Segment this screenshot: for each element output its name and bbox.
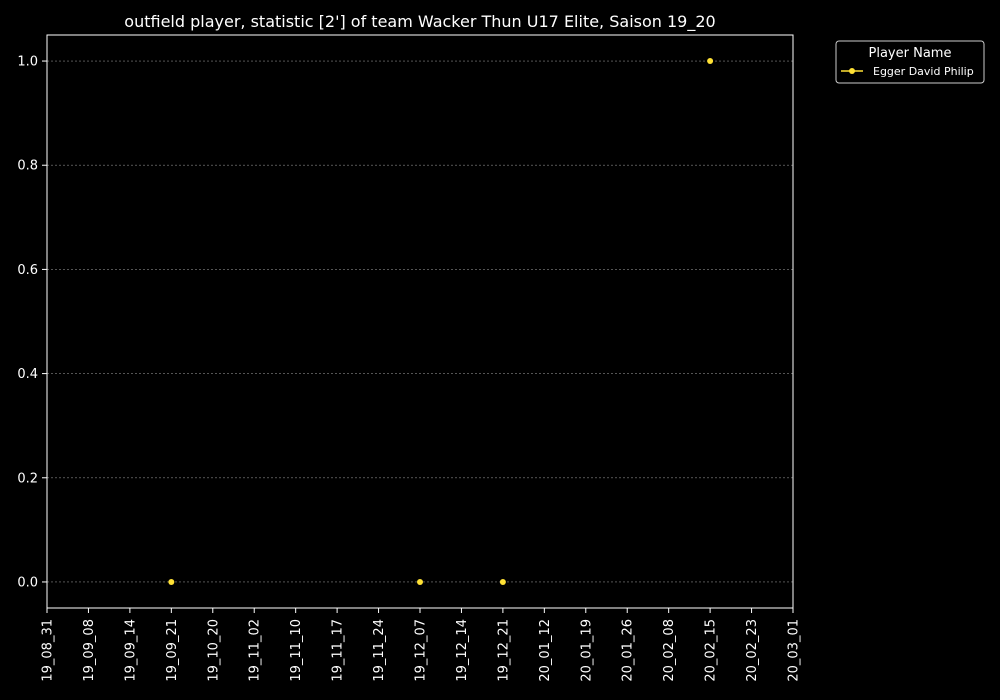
x-tick-label: 19_09_21 [165,619,180,682]
legend-marker [849,68,855,74]
y-tick-label: 0.8 [17,159,38,174]
x-tick-label: 19_09_14 [123,619,138,682]
plot-frame [46,34,794,609]
x-tick-label: 19_09_08 [82,619,97,682]
x-tick-label: 19_11_24 [372,619,387,682]
data-point [707,58,714,65]
axis-layer: 0.0 0.2 0.4 0.6 0.8 1.0 19_08_31 19_09_08 19_09_… [17,55,801,682]
legend-title: Player Name [869,46,952,61]
x-tick-label: 19_12_14 [455,619,470,682]
legend-box [835,40,985,84]
y-tick-label: 0.2 [17,471,38,486]
x-tick-label: 20_03_01 [787,619,802,682]
x-tick-label: 19_11_02 [248,619,263,682]
marks-layer [168,58,714,585]
data-point [417,578,423,585]
grid-layer [47,60,793,583]
y-tick-label: 0.6 [17,263,38,278]
x-tick-label: 20_02_08 [662,619,677,682]
x-tick-label: 20_02_15 [704,619,719,682]
x-tick-label: 19_11_17 [331,619,346,682]
x-tick-label: 19_11_10 [289,619,304,682]
x-tick-label: 19_08_31 [41,619,56,682]
y-tick-label: 0.0 [17,575,38,590]
chart-title: outfield player, statistic [2'] of team … [124,12,715,32]
x-tick-label: 20_02_23 [745,619,760,682]
x-tick-label: 19_12_21 [496,619,511,682]
data-point [499,578,506,585]
x-tick-label: 20_01_26 [621,619,636,682]
legend-entry-label: Egger David Philip [873,65,974,78]
x-tick-label: 19_10_20 [206,619,221,682]
x-tick-label: 19_12_07 [414,619,429,682]
x-tick-label: 20_01_19 [579,619,594,682]
y-tick-label: 0.4 [17,367,38,382]
data-point [168,578,175,585]
y-tick-label: 1.0 [17,55,38,70]
x-tick-label: 20_01_12 [538,619,553,682]
legend: Player Name Egger David Philip [835,40,985,84]
